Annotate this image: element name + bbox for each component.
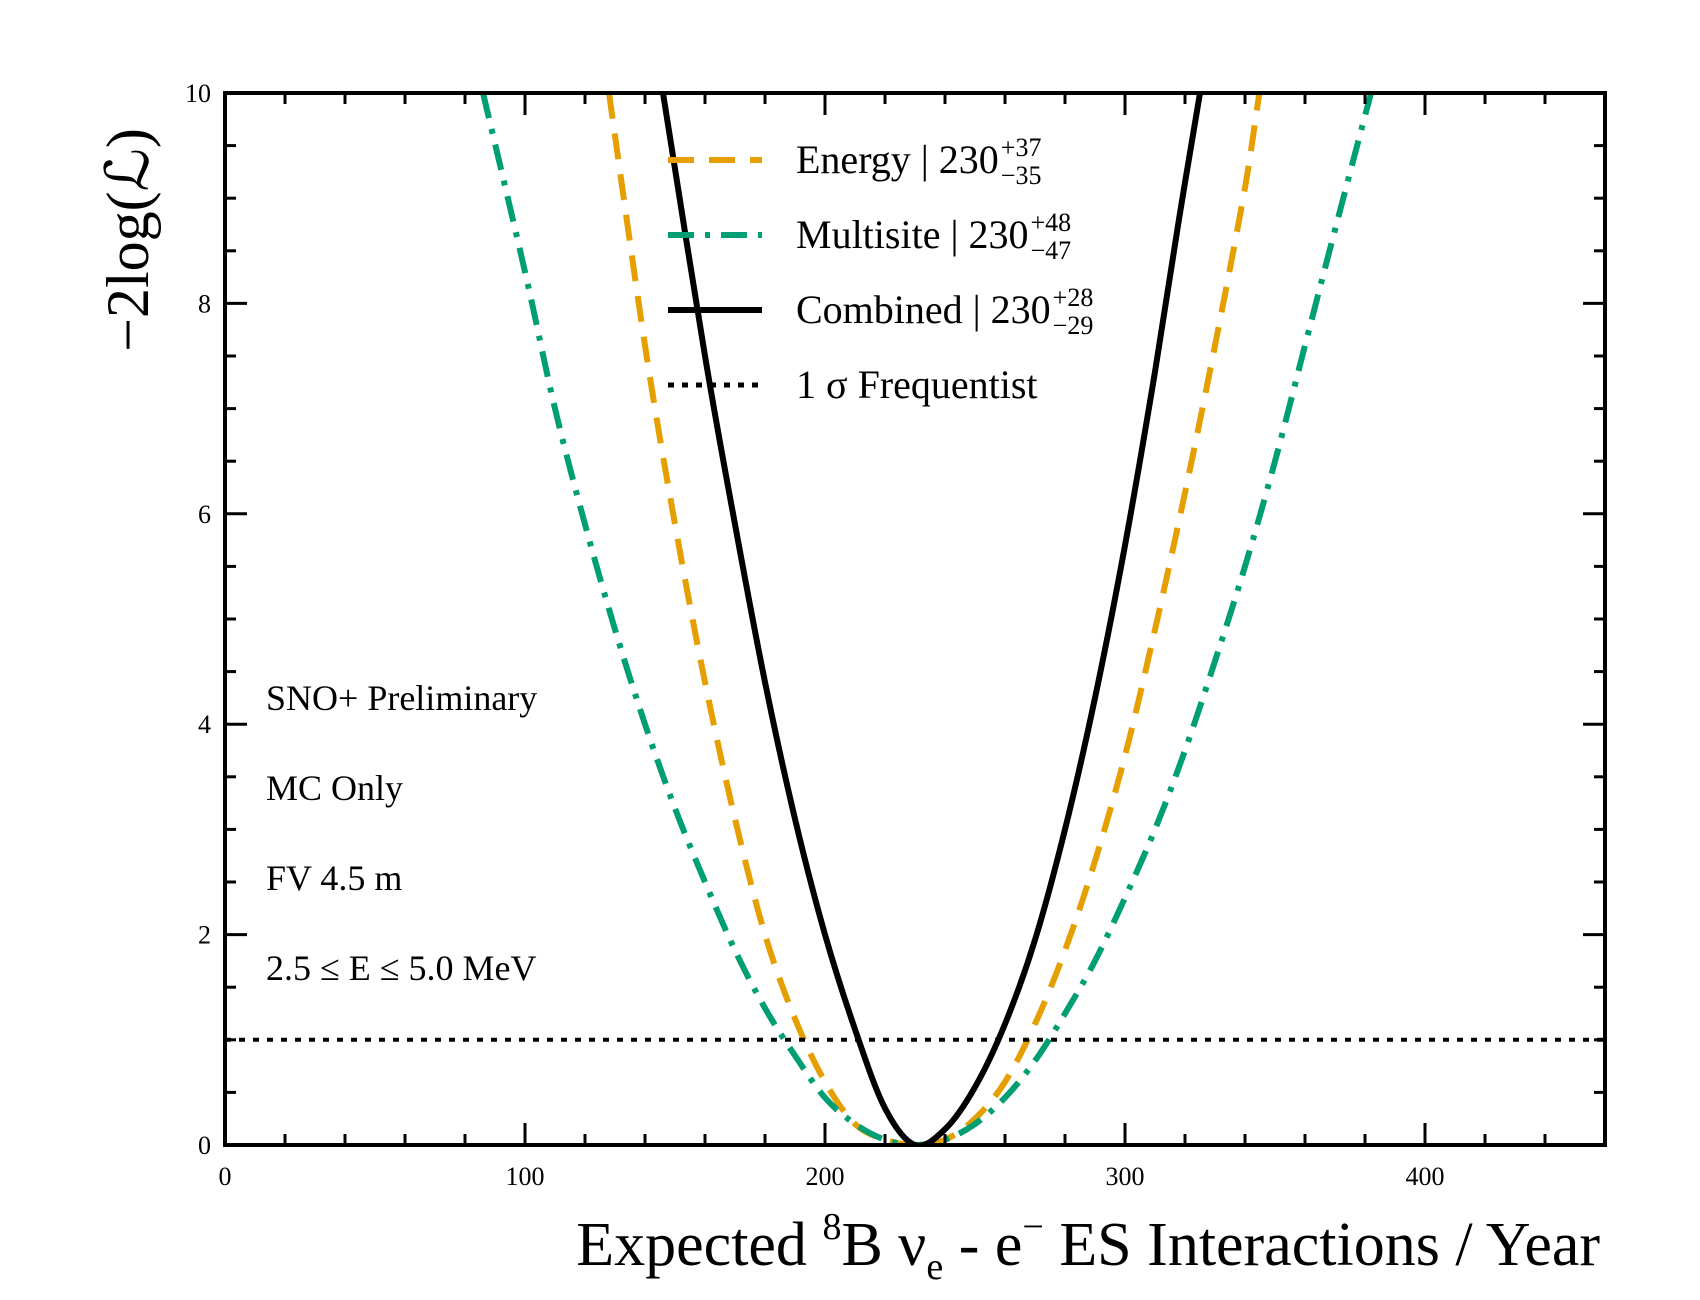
x-axis-title-suffix: ES Interactions / Year xyxy=(1044,1211,1601,1279)
x-axis-title-e-superscript: − xyxy=(1022,1206,1043,1248)
x-tick-label: 300 xyxy=(1106,1162,1145,1191)
y-tick-label: 4 xyxy=(198,710,211,739)
x-axis-title-b: B ν xyxy=(841,1211,926,1279)
annotation-0: SNO+ Preliminary xyxy=(266,678,537,718)
ticks-layer xyxy=(223,91,1607,1147)
y-tick-label: 8 xyxy=(198,289,211,318)
y-tick-label: 6 xyxy=(198,500,211,529)
legend-item-energy: Energy | 230 +37−35 xyxy=(668,133,1041,190)
legend-item-frequentist: 1 σ Frequentist xyxy=(668,362,1038,407)
x-tick-label: 200 xyxy=(806,1162,845,1191)
annotation-3: 2.5 ≤ E ≤ 5.0 MeV xyxy=(266,948,537,988)
y-tick-label: 2 xyxy=(198,921,211,950)
legend-label-combined: Combined | 230 xyxy=(796,287,1051,332)
x-axis-title-mid: - e xyxy=(943,1211,1022,1279)
x-axis-title: Expected 8B νe - e− ES Interactions / Ye… xyxy=(576,1206,1600,1288)
legend-uncertainty-lower-energy: −35 xyxy=(1001,161,1042,190)
x-axis-title-nu-subscript: e xyxy=(926,1246,943,1288)
y-tick-label: 10 xyxy=(185,79,211,108)
legend-item-multisite: Multisite | 230 +48−47 xyxy=(668,208,1071,265)
x-tick-label: 400 xyxy=(1406,1162,1445,1191)
legend: Energy | 230 +37−35 Multisite | 230 +48−47 C… xyxy=(668,133,1093,407)
legend-label-multisite: Multisite | 230 xyxy=(796,212,1028,257)
annotation-2: FV 4.5 m xyxy=(266,858,402,898)
tick-labels-layer: 0 100 200 300 400 0 2 4 6 8 10 xyxy=(185,79,1445,1191)
legend-uncertainty-lower-combined: −29 xyxy=(1053,311,1094,340)
legend-label-energy: Energy | 230 xyxy=(796,137,999,182)
legend-uncertainty-upper-combined: +28 xyxy=(1053,283,1094,312)
y-tick-label: 0 xyxy=(198,1131,211,1160)
y-axis-title: −2log(ℒ) xyxy=(95,128,161,352)
x-tick-label: 0 xyxy=(219,1162,232,1191)
annotation-1: MC Only xyxy=(266,768,403,808)
series-line-energy xyxy=(606,93,1293,1145)
legend-uncertainty-lower-multisite: −47 xyxy=(1030,236,1071,265)
series-line-combined xyxy=(660,93,1203,1145)
legend-uncertainty-upper-multisite: +48 xyxy=(1030,208,1071,237)
x-axis-title-b-superscript: 8 xyxy=(822,1206,841,1248)
legend-item-combined: Combined | 230 +28−29 xyxy=(668,283,1093,340)
annotations: SNO+ Preliminary MC Only FV 4.5 m 2.5 ≤ E ≤… xyxy=(266,678,537,988)
legend-label-frequentist: 1 σ Frequentist xyxy=(796,362,1038,407)
x-axis-title-prefix: Expected xyxy=(576,1211,822,1279)
x-tick-label: 100 xyxy=(506,1162,545,1191)
legend-uncertainty-upper-energy: +37 xyxy=(1001,133,1042,162)
